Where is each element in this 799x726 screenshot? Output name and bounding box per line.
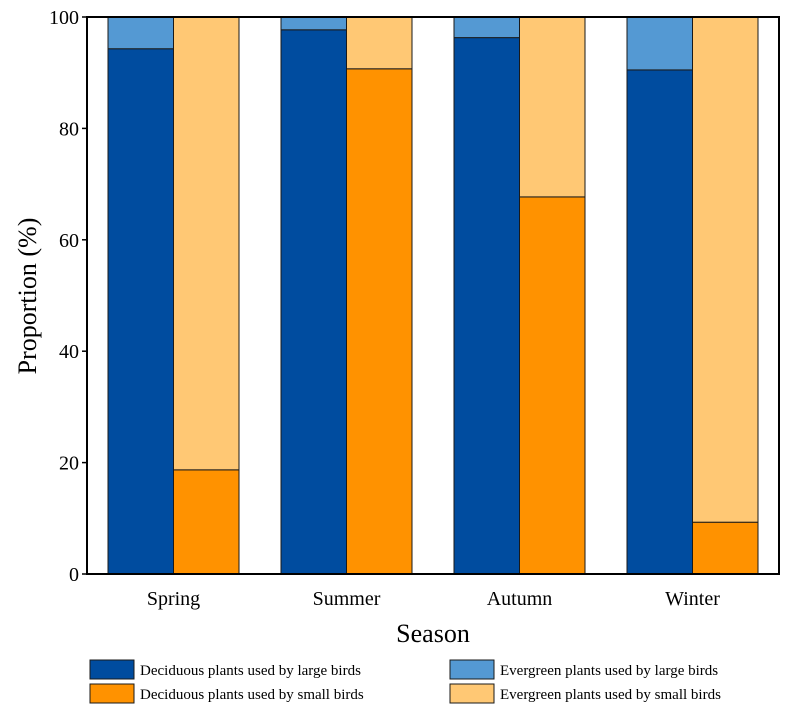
y-tick-label: 80 — [59, 118, 79, 140]
bar-autumn-deciduous-plants-used-by-small-birds — [519, 196, 586, 575]
bar-spring-evergreen-plants-used-by-large-birds — [107, 16, 174, 50]
bar-summer-deciduous-plants-used-by-large-birds — [280, 29, 347, 575]
bar-spring-deciduous-plants-used-by-large-birds — [107, 48, 174, 575]
y-tick-label: 60 — [59, 230, 79, 252]
bar-winter-evergreen-plants-used-by-large-birds — [626, 16, 693, 71]
x-tick-label: Winter — [665, 588, 720, 610]
x-axis-label: Season — [396, 619, 470, 648]
legend-swatch — [449, 659, 495, 680]
y-tick-label: 40 — [59, 341, 79, 363]
bar-winter-deciduous-plants-used-by-small-birds — [692, 521, 759, 575]
x-tick-label: Spring — [147, 588, 200, 610]
x-tick-label: Summer — [313, 588, 381, 610]
y-axis-label: Proportion (%) — [13, 218, 42, 375]
bar-spring-deciduous-plants-used-by-small-birds — [173, 469, 240, 575]
legend-label: Evergreen plants used by small birds — [500, 687, 721, 703]
bar-winter-evergreen-plants-used-by-small-birds — [692, 16, 759, 523]
y-axis: 0 20 40 60 80 100 — [49, 7, 87, 586]
legend-swatch — [449, 683, 495, 704]
legend-swatch — [89, 659, 135, 680]
y-tick-label: 100 — [49, 7, 79, 29]
plot-frame — [86, 16, 780, 575]
x-tick-label: Autumn — [487, 588, 553, 610]
legend: Deciduous plants used by large birds Ever… — [89, 659, 721, 704]
y-tick-label: 0 — [69, 564, 79, 586]
y-tick-label: 20 — [59, 453, 79, 475]
bar-winter-deciduous-plants-used-by-large-birds — [626, 69, 693, 575]
bars — [107, 16, 759, 575]
bar-summer-evergreen-plants-used-by-small-birds — [346, 16, 413, 70]
bar-autumn-evergreen-plants-used-by-large-birds — [453, 16, 520, 39]
bar-spring-evergreen-plants-used-by-small-birds — [173, 16, 240, 471]
bar-autumn-deciduous-plants-used-by-large-birds — [453, 37, 520, 575]
bar-autumn-evergreen-plants-used-by-small-birds — [519, 16, 586, 198]
legend-swatch — [89, 683, 135, 704]
x-axis: Spring Summer Autumn Winter — [147, 588, 720, 610]
bar-summer-deciduous-plants-used-by-small-birds — [346, 68, 413, 575]
legend-label: Evergreen plants used by large birds — [500, 663, 718, 679]
bar-summer-evergreen-plants-used-by-large-birds — [280, 16, 347, 31]
legend-label: Deciduous plants used by small birds — [140, 687, 364, 703]
legend-label: Deciduous plants used by large birds — [140, 663, 361, 679]
